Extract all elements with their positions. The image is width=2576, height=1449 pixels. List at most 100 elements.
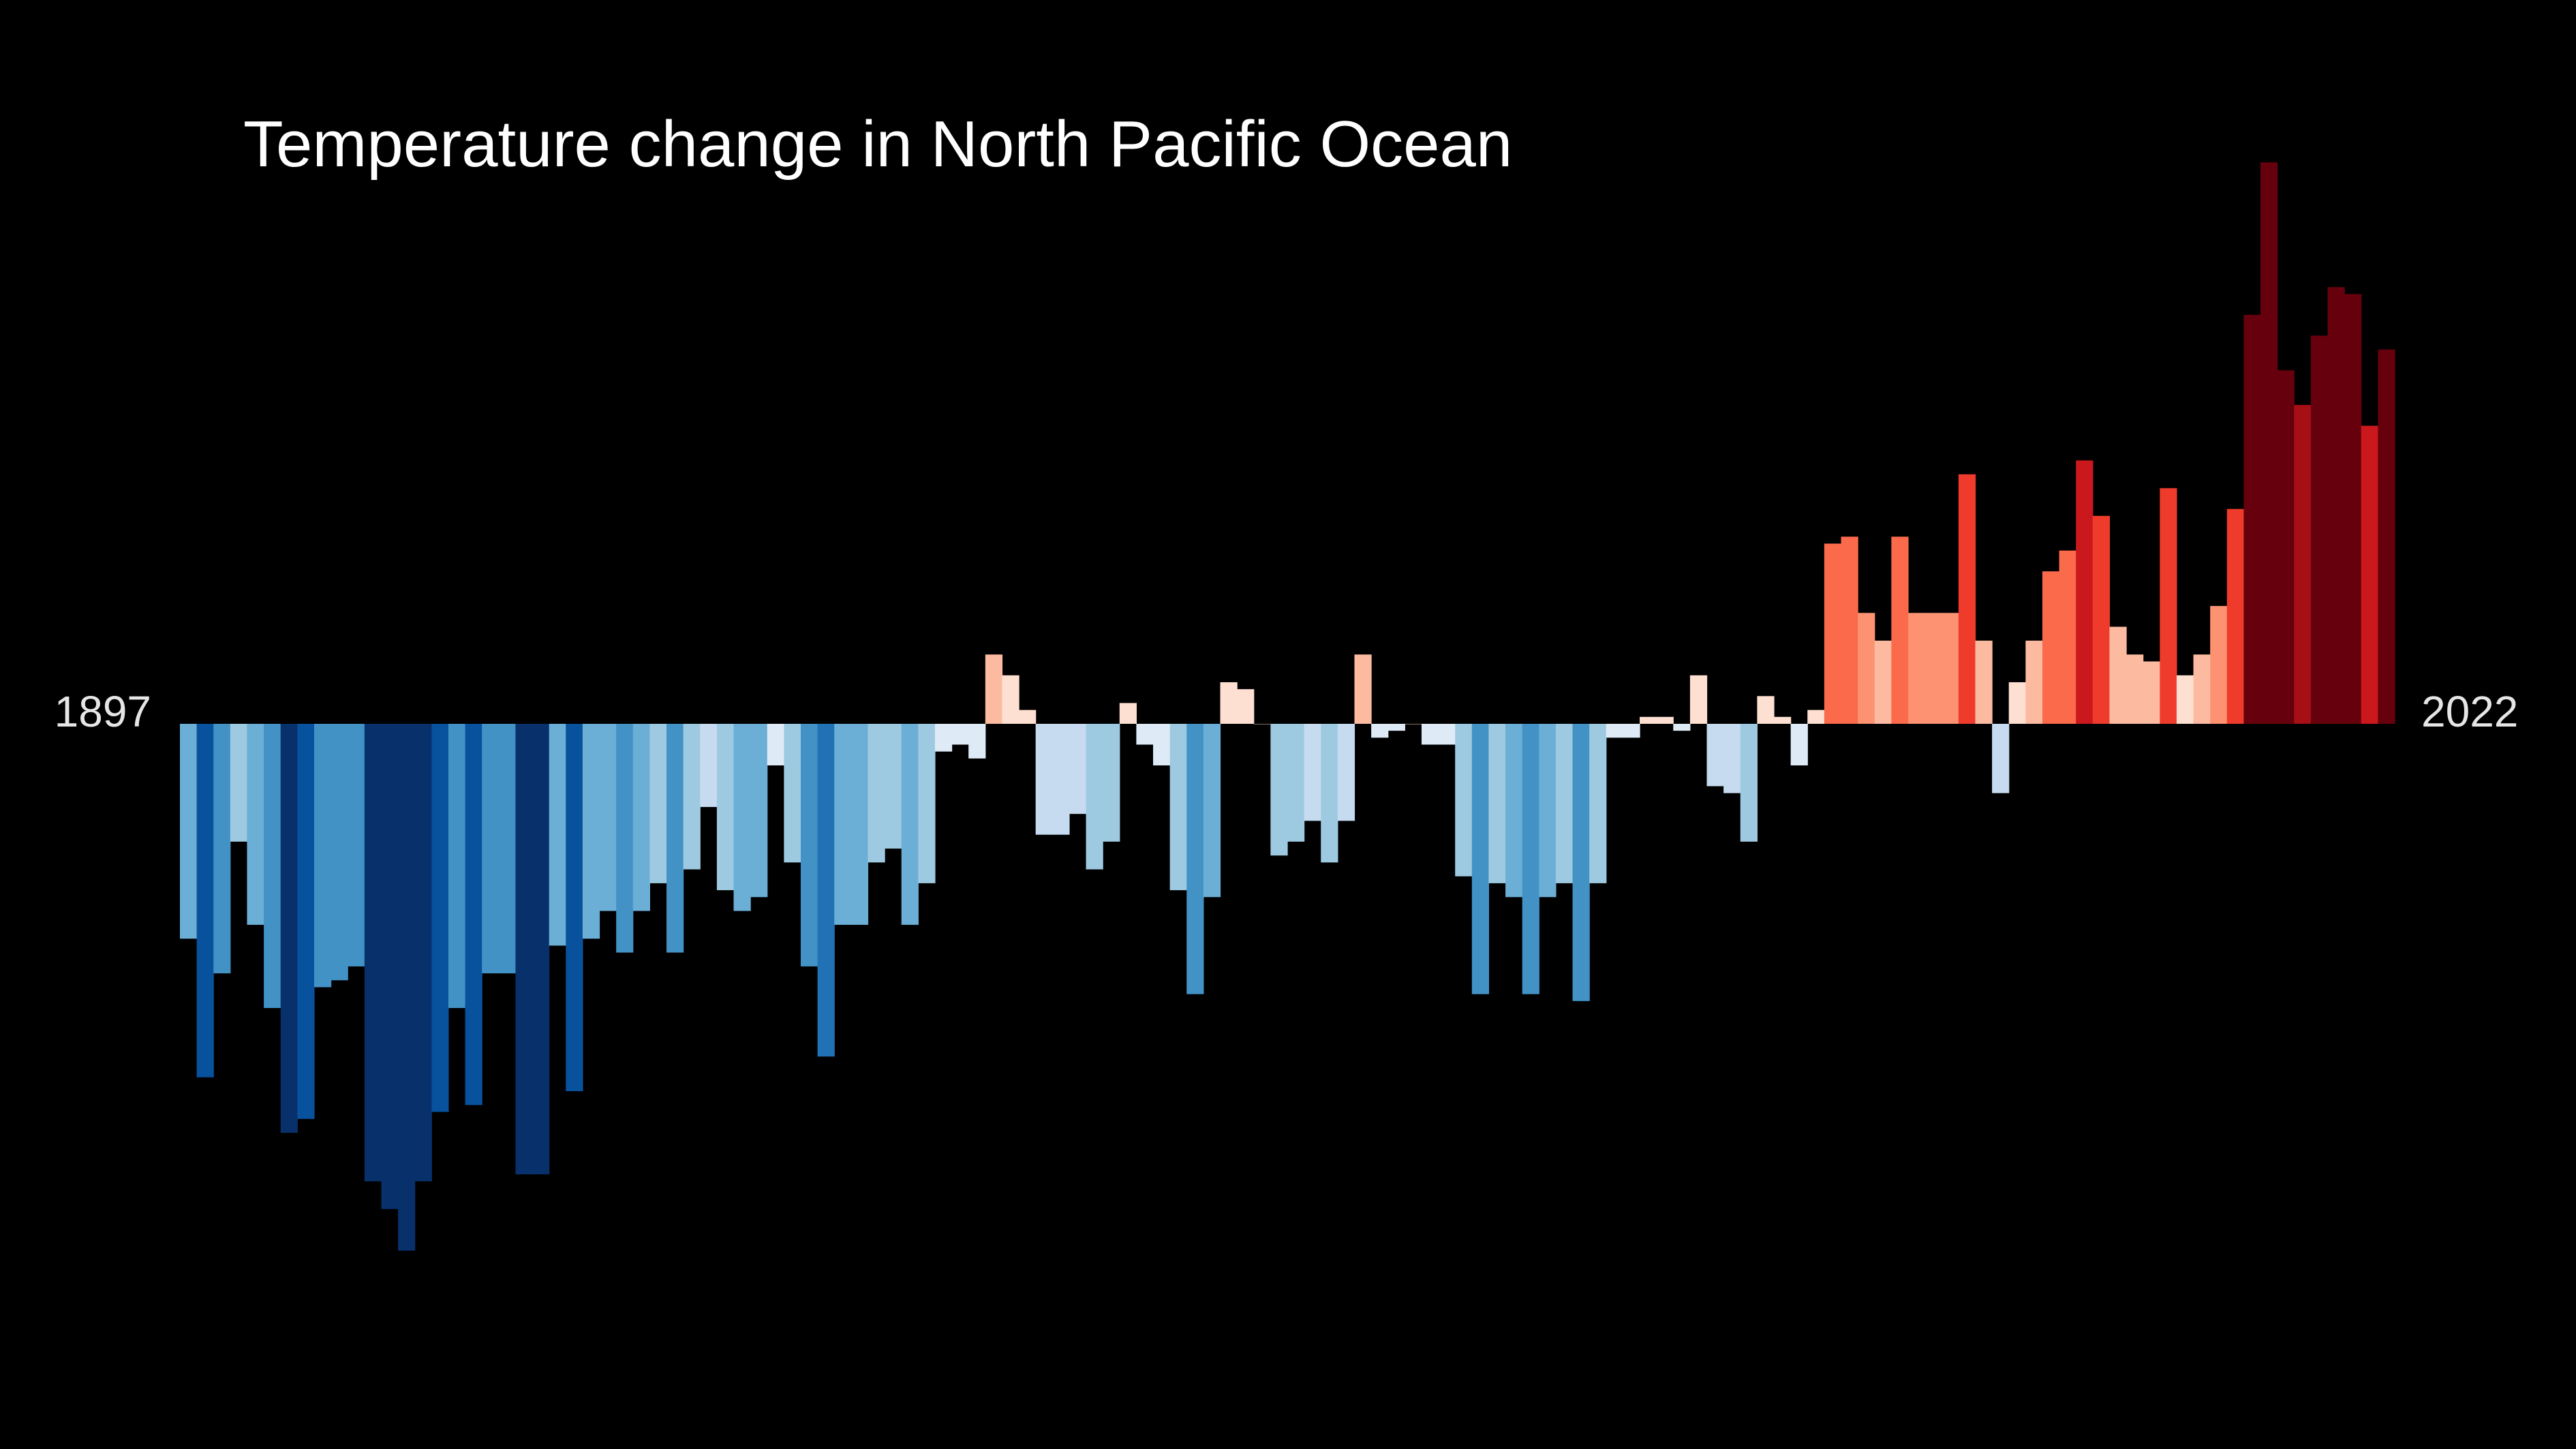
bar-1954 bbox=[1136, 724, 1154, 745]
bar-2004 bbox=[1975, 640, 1993, 724]
bar-2015 bbox=[2160, 488, 2177, 724]
bar-2019 bbox=[2226, 508, 2245, 724]
bar-1903 bbox=[280, 724, 298, 1133]
bar-1953 bbox=[1119, 703, 1137, 724]
bar-1927 bbox=[683, 724, 701, 870]
bar-2027 bbox=[2361, 425, 2378, 724]
bar-1984 bbox=[1640, 716, 1657, 724]
bar-1992 bbox=[1774, 716, 1792, 724]
bar-1917 bbox=[515, 724, 533, 1175]
bar-1975 bbox=[1488, 724, 1506, 883]
bar-2006 bbox=[2008, 682, 2026, 724]
bar-1930 bbox=[733, 724, 751, 911]
bar-1951 bbox=[1086, 724, 1103, 870]
bar-1968 bbox=[1371, 724, 1389, 738]
bar-1941 bbox=[918, 724, 936, 883]
bar-1952 bbox=[1103, 724, 1120, 842]
bar-1911 bbox=[414, 724, 432, 1182]
bar-1990 bbox=[1740, 724, 1758, 842]
bar-2007 bbox=[2025, 640, 2043, 724]
bar-1934 bbox=[800, 724, 818, 966]
bar-1993 bbox=[1790, 724, 1808, 766]
bar-2018 bbox=[2210, 606, 2228, 724]
bar-1907 bbox=[348, 724, 365, 966]
bar-1924 bbox=[632, 724, 650, 911]
bar-1987 bbox=[1689, 675, 1708, 724]
bar-2010 bbox=[2076, 460, 2094, 724]
bar-1973 bbox=[1455, 724, 1473, 876]
bar-1959 bbox=[1220, 682, 1238, 724]
bar-1912 bbox=[431, 724, 449, 1112]
bar-2002 bbox=[1942, 613, 1959, 724]
bar-1978 bbox=[1539, 724, 1557, 898]
bar-1905 bbox=[313, 724, 332, 988]
bar-1945 bbox=[985, 654, 1003, 724]
bar-1929 bbox=[716, 724, 735, 891]
bar-2024 bbox=[2310, 335, 2329, 724]
x-tick-label-start: 1897 bbox=[55, 687, 151, 736]
bar-1997 bbox=[1858, 613, 1875, 724]
bar-2021 bbox=[2260, 162, 2278, 724]
bar-1983 bbox=[1623, 724, 1640, 738]
bar-2011 bbox=[2092, 515, 2111, 724]
bar-1958 bbox=[1203, 724, 1221, 898]
bar-1946 bbox=[1002, 675, 1019, 724]
bar-2003 bbox=[1958, 474, 1976, 724]
bar-1979 bbox=[1555, 724, 1574, 883]
bar-2017 bbox=[2193, 654, 2211, 724]
bar-1928 bbox=[700, 724, 718, 808]
bar-1976 bbox=[1505, 724, 1523, 898]
bar-1933 bbox=[784, 724, 801, 863]
bar-1977 bbox=[1522, 724, 1539, 994]
bar-2025 bbox=[2327, 287, 2345, 724]
bar-1913 bbox=[448, 724, 466, 1008]
bar-1955 bbox=[1153, 724, 1171, 766]
bar-1965 bbox=[1321, 724, 1338, 863]
bar-2026 bbox=[2344, 294, 2362, 724]
bar-1980 bbox=[1572, 724, 1590, 1001]
bar-1991 bbox=[1757, 696, 1775, 724]
bar-1988 bbox=[1706, 724, 1724, 787]
bar-2012 bbox=[2109, 626, 2127, 724]
bar-2020 bbox=[2243, 314, 2261, 724]
bar-1971 bbox=[1421, 724, 1439, 745]
bar-1967 bbox=[1354, 654, 1372, 724]
bar-1996 bbox=[1841, 536, 1858, 724]
bar-1994 bbox=[1807, 710, 1825, 724]
bar-1915 bbox=[482, 724, 500, 974]
bar-2022 bbox=[2277, 370, 2295, 724]
bar-2000 bbox=[1907, 613, 1926, 724]
bar-1999 bbox=[1891, 536, 1909, 724]
bar-1962 bbox=[1270, 724, 1288, 856]
chart-title: Temperature change in North Pacific Ocea… bbox=[243, 108, 1512, 181]
bar-2016 bbox=[2176, 675, 2194, 724]
bar-1974 bbox=[1471, 724, 1490, 994]
bar-1919 bbox=[549, 724, 566, 946]
bar-2023 bbox=[2294, 405, 2312, 724]
bar-2005 bbox=[1992, 724, 2010, 793]
x-tick-label-end: 2022 bbox=[2421, 687, 2518, 736]
bar-1936 bbox=[834, 724, 852, 925]
bar-1904 bbox=[297, 724, 315, 1119]
bar-1972 bbox=[1438, 724, 1456, 745]
bar-1920 bbox=[566, 724, 583, 1092]
bar-1899 bbox=[213, 724, 231, 974]
bar-1901 bbox=[247, 724, 264, 925]
bar-1938 bbox=[868, 724, 885, 863]
bar-1943 bbox=[951, 724, 969, 745]
bar-1902 bbox=[264, 724, 281, 1008]
bar-1966 bbox=[1337, 724, 1355, 821]
bar-2008 bbox=[2042, 571, 2060, 724]
bar-1925 bbox=[649, 724, 667, 883]
bar-1937 bbox=[850, 724, 869, 925]
bar-1960 bbox=[1237, 689, 1255, 724]
bar-1909 bbox=[381, 724, 399, 1209]
bar-1940 bbox=[901, 724, 919, 925]
bar-1910 bbox=[398, 724, 416, 1251]
bar-1982 bbox=[1606, 724, 1624, 738]
bar-1916 bbox=[498, 724, 517, 974]
bar-2001 bbox=[1925, 613, 1942, 724]
bar-2014 bbox=[2143, 661, 2160, 724]
bar-1931 bbox=[750, 724, 768, 898]
bar-1906 bbox=[331, 724, 348, 981]
